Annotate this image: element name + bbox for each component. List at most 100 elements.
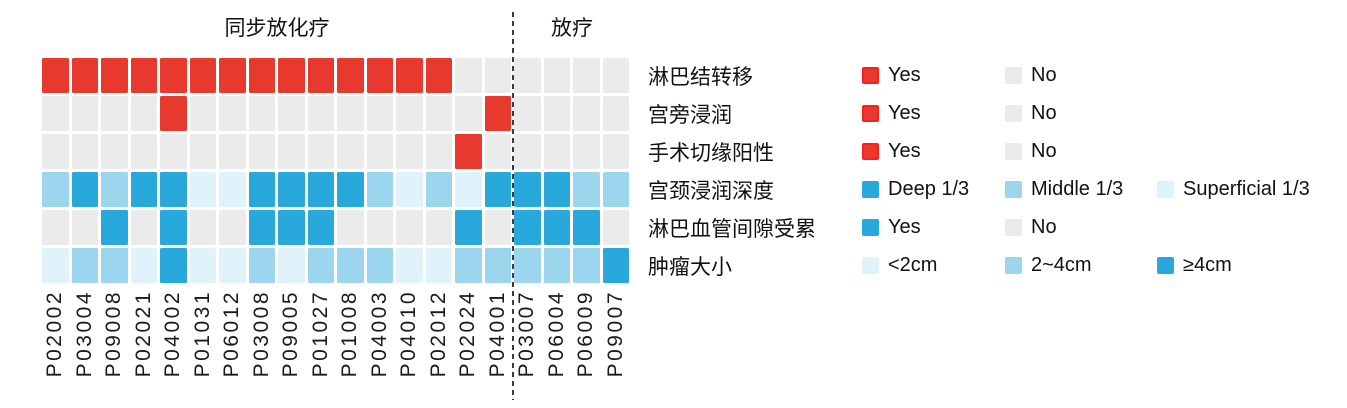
heatmap-cell xyxy=(101,96,128,131)
legend-swatch xyxy=(1005,67,1022,84)
heatmap-cell xyxy=(396,58,423,93)
patient-label: P09008 xyxy=(102,290,125,378)
heatmap-cell xyxy=(337,172,364,207)
heatmap-cell xyxy=(307,58,334,93)
legend-row: Deep 1/3 Middle 1/3 Superficial 1/3 xyxy=(862,172,1310,207)
heatmap-cell xyxy=(396,248,423,283)
legend-swatch xyxy=(1157,257,1174,274)
heatmap-cell xyxy=(366,96,393,131)
heatmap-cell xyxy=(278,96,305,131)
heatmap-cell xyxy=(543,58,570,93)
heatmap-cell xyxy=(248,172,275,207)
heatmap-cell xyxy=(455,172,482,207)
heatmap-cell xyxy=(337,210,364,245)
heatmap-cell xyxy=(42,248,69,283)
patient-label: P02012 xyxy=(426,290,450,378)
heatmap-cell xyxy=(71,134,98,169)
heatmap-cell xyxy=(42,134,69,169)
row-label: 宫旁浸润 xyxy=(648,103,732,127)
heatmap-cell xyxy=(219,210,246,245)
legend-row: Yes No xyxy=(862,58,1057,93)
group-label-concurrent-chemoradiotherapy: 同步放化疗 xyxy=(224,17,330,40)
heatmap-cell xyxy=(337,248,364,283)
patient-label: P04003 xyxy=(367,290,391,378)
heatmap-cell xyxy=(248,210,275,245)
heatmap-cell xyxy=(602,58,629,93)
heatmap-cell xyxy=(307,248,334,283)
legend-label: Yes xyxy=(888,216,921,238)
heatmap-cell xyxy=(219,172,246,207)
legend-label: Middle 1/3 xyxy=(1031,178,1124,200)
heatmap-cell xyxy=(484,58,511,93)
patient-label: P01031 xyxy=(190,290,214,378)
heatmap-cell xyxy=(189,172,216,207)
heatmap-cell xyxy=(130,248,157,283)
patient-label: P03007 xyxy=(515,290,538,378)
heatmap-cell xyxy=(219,134,246,169)
heatmap-cell xyxy=(366,172,393,207)
heatmap-cell xyxy=(278,58,305,93)
heatmap-grid xyxy=(42,58,629,283)
heatmap-cell xyxy=(455,58,482,93)
heatmap-cell xyxy=(160,58,187,93)
heatmap-cell xyxy=(425,96,452,131)
heatmap-cell xyxy=(307,210,334,245)
group-label-radiotherapy: 放疗 xyxy=(551,17,593,40)
heatmap-cell xyxy=(307,134,334,169)
patient-label: P06012 xyxy=(220,290,243,378)
heatmap-cell xyxy=(573,172,600,207)
heatmap-cell xyxy=(101,248,128,283)
patient-label: P09005 xyxy=(279,290,302,378)
heatmap-cell xyxy=(130,210,157,245)
legend-item: Deep 1/3 xyxy=(862,178,1005,201)
legend-label: ≥4cm xyxy=(1183,254,1232,276)
patient-label: P06004 xyxy=(544,290,568,378)
heatmap-cell xyxy=(248,96,275,131)
heatmap-cell xyxy=(366,58,393,93)
legend-label: Yes xyxy=(888,64,921,86)
heatmap-cell xyxy=(160,210,187,245)
legend-label: No xyxy=(1031,64,1057,86)
legend-label: 2~4cm xyxy=(1031,254,1092,276)
heatmap-cell xyxy=(71,248,98,283)
heatmap-cell xyxy=(602,248,629,283)
heatmap-cell xyxy=(160,172,187,207)
heatmap-cell xyxy=(514,210,541,245)
legend-item: Yes xyxy=(862,140,1005,163)
heatmap-cell xyxy=(189,210,216,245)
heatmap-cell xyxy=(42,172,69,207)
heatmap-cell xyxy=(514,96,541,131)
heatmap-cell xyxy=(248,58,275,93)
heatmap-cell xyxy=(455,248,482,283)
legend-item: No xyxy=(1005,64,1057,87)
heatmap-cell xyxy=(337,58,364,93)
legend-label: No xyxy=(1031,140,1057,162)
heatmap-cell xyxy=(219,58,246,93)
legend-item: No xyxy=(1005,140,1057,163)
legend-row: Yes No xyxy=(862,210,1057,245)
legend-swatch xyxy=(1005,105,1022,122)
row-label: 宫颈浸润深度 xyxy=(648,179,774,203)
legend-label: No xyxy=(1031,102,1057,124)
legend-swatch xyxy=(862,219,879,236)
heatmap-cell xyxy=(484,172,511,207)
heatmap-cell xyxy=(278,172,305,207)
heatmap-cell xyxy=(425,58,452,93)
heatmap-cell xyxy=(396,210,423,245)
heatmap-cell xyxy=(455,210,482,245)
heatmap-cell xyxy=(484,248,511,283)
heatmap-cell xyxy=(130,172,157,207)
heatmap-cell xyxy=(101,58,128,93)
legend-swatch xyxy=(1005,257,1022,274)
legend-label: <2cm xyxy=(888,254,938,276)
legend-label: Superficial 1/3 xyxy=(1183,178,1310,200)
heatmap-cell xyxy=(71,210,98,245)
heatmap-cell xyxy=(573,248,600,283)
heatmap-cell xyxy=(160,248,187,283)
legend-swatch xyxy=(1005,181,1022,198)
row-label: 淋巴血管间隙受累 xyxy=(648,217,816,241)
legend-swatch xyxy=(1005,143,1022,160)
heatmap-cell xyxy=(130,134,157,169)
